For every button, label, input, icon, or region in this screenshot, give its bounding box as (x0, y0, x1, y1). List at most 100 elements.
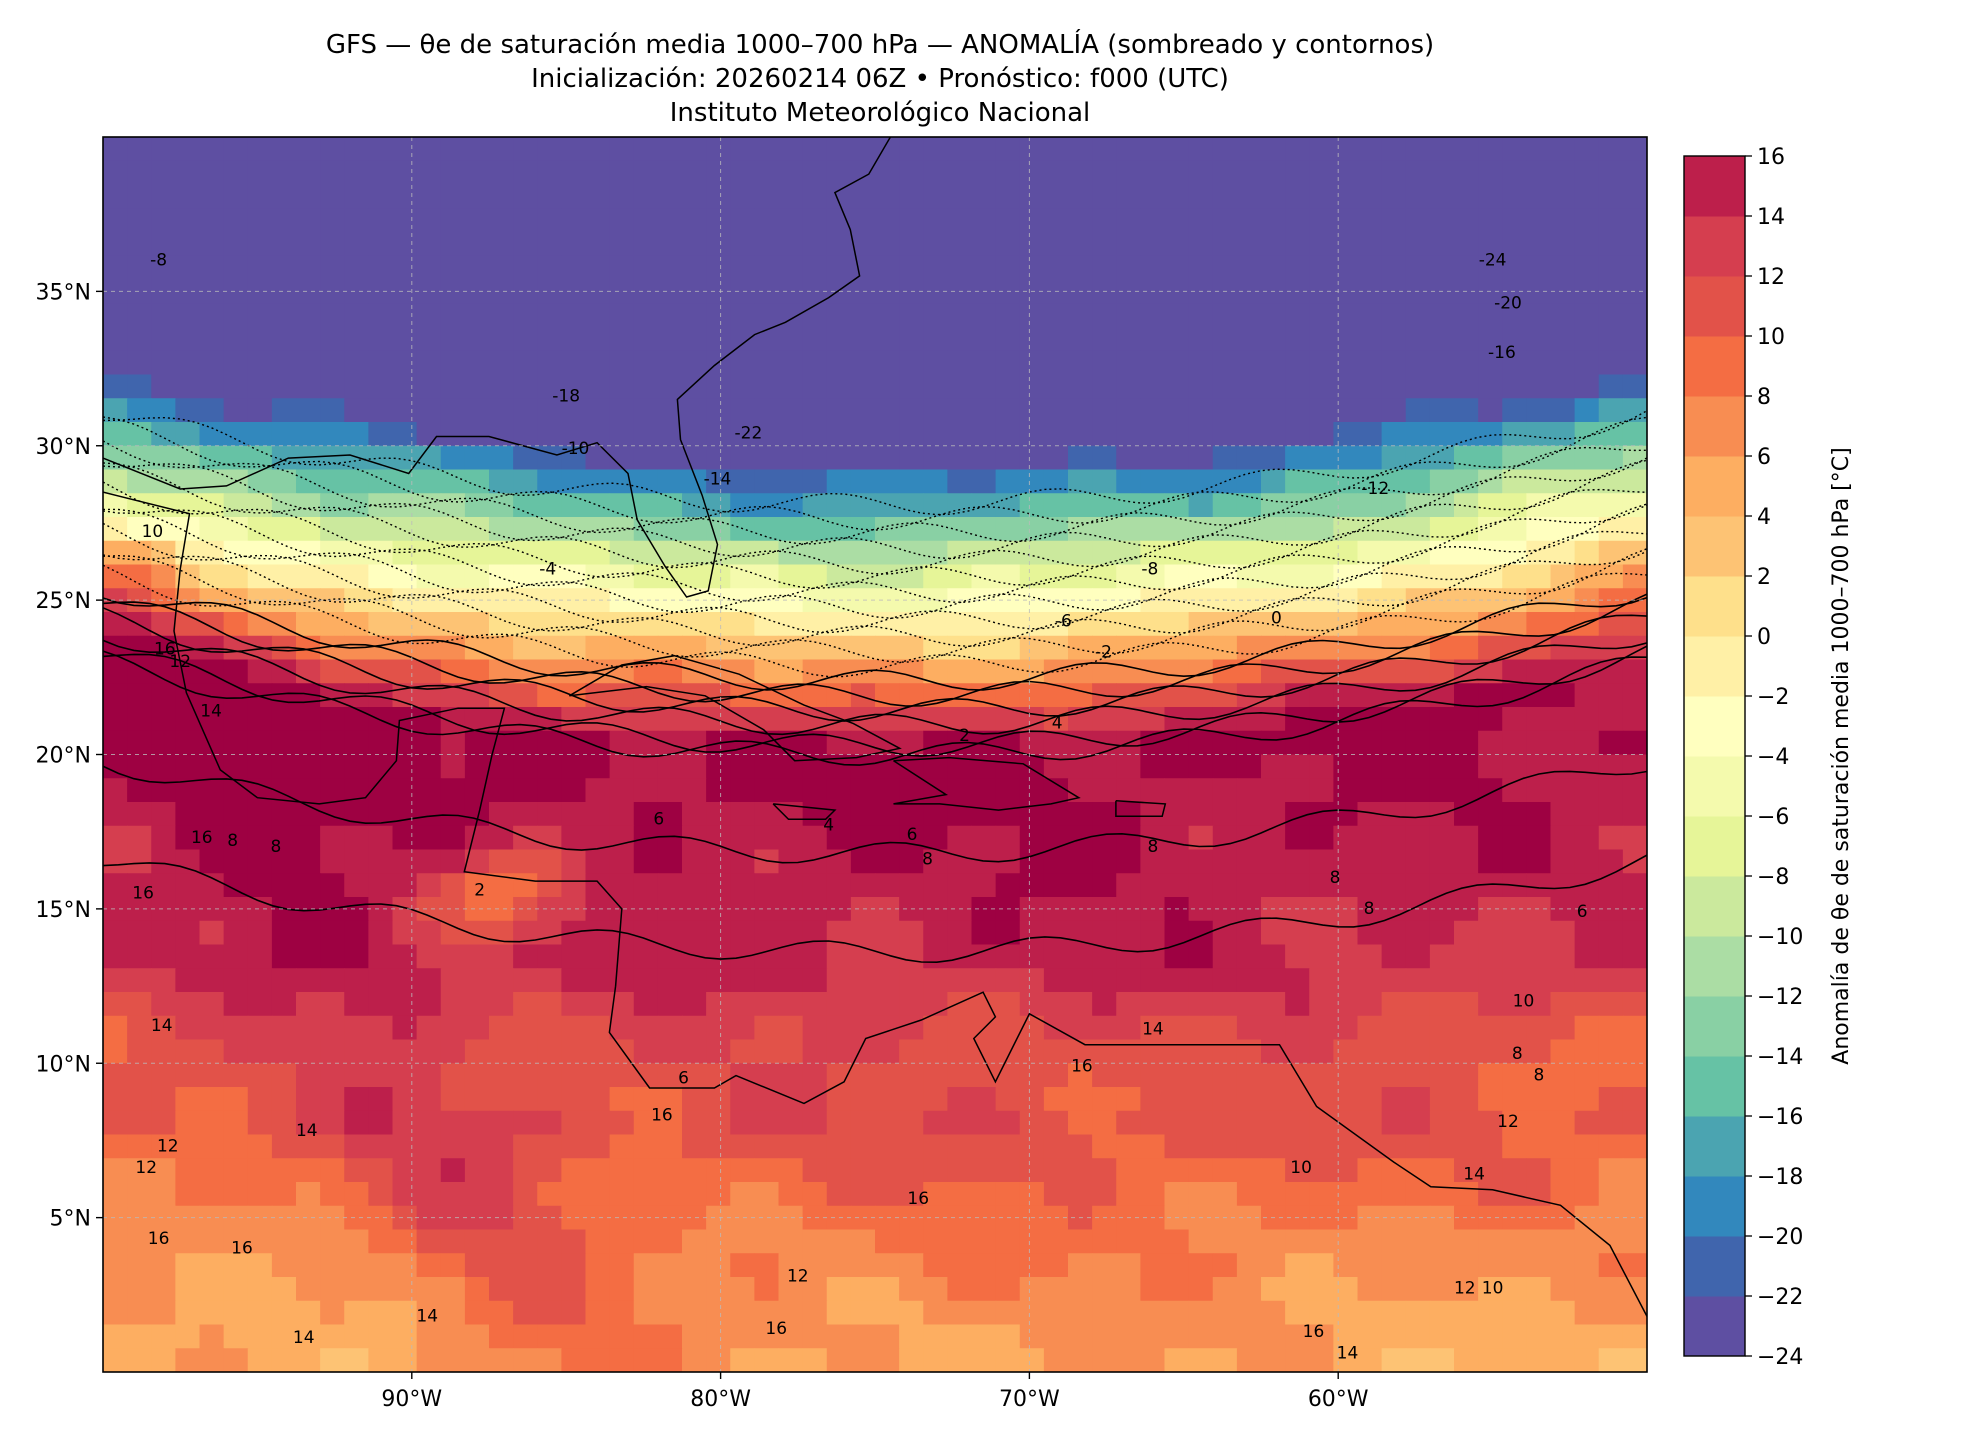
anomaly-cell (1285, 1229, 1310, 1254)
anomaly-cell (416, 1205, 442, 1231)
anomaly-cell (923, 540, 948, 566)
anomaly-cell (127, 1348, 152, 1372)
anomaly-cell (609, 303, 635, 328)
anomaly-cell (1068, 422, 1093, 447)
anomaly-cell (633, 327, 659, 352)
anomaly-cell (513, 137, 538, 162)
anomaly-cell (127, 327, 152, 352)
anomaly-cell (754, 350, 780, 376)
anomaly-cell (175, 825, 201, 851)
anomaly-cell (1212, 944, 1238, 969)
anomaly-cell (1550, 255, 1576, 281)
anomaly-cell (657, 1229, 683, 1254)
anomaly-cell (1550, 327, 1576, 352)
anomaly-cell (1454, 1015, 1479, 1041)
anomaly-cell (875, 374, 900, 399)
anomaly-cell (464, 327, 490, 352)
anomaly-cell (199, 398, 225, 423)
anomaly-cell (1429, 778, 1455, 803)
anomaly-cell (1309, 1087, 1334, 1112)
anomaly-cell (1429, 1229, 1455, 1254)
anomaly-cell (706, 1015, 731, 1041)
anomaly-cell (103, 517, 128, 542)
anomaly-cell (1381, 1182, 1407, 1207)
anomaly-cell (223, 730, 249, 756)
anomaly-cell (1164, 160, 1190, 186)
anomaly-cell (1526, 920, 1552, 946)
anomaly-cell (826, 469, 852, 494)
anomaly-cell (1019, 1087, 1045, 1112)
anomaly-cell (464, 1277, 490, 1302)
anomaly-cell (1140, 944, 1166, 969)
anomaly-cell (778, 208, 804, 233)
anomaly-cell (344, 303, 369, 328)
anomaly-cell (1502, 184, 1527, 209)
axis-ticks: 90°W 80°W 70°W 60°W35°N30°N25°N20°N15°N10°N… (36, 280, 1369, 1412)
anomaly-cell (271, 327, 297, 352)
anomaly-cell (1405, 659, 1431, 684)
anomaly-cell (175, 968, 201, 993)
anomaly-cell (1381, 374, 1407, 399)
anomaly-cell (850, 873, 876, 898)
anomaly-cell (971, 137, 997, 162)
anomaly-cell (1526, 1348, 1552, 1372)
anomaly-cell (440, 754, 466, 779)
anomaly-cell (344, 873, 369, 898)
anomaly-cell (416, 707, 442, 732)
anomaly-cell (609, 398, 635, 423)
anomaly-cell (995, 303, 1021, 328)
anomaly-cell (778, 944, 804, 969)
anomaly-cell (151, 707, 176, 732)
anomaly-cell (923, 635, 948, 661)
anomaly-cell (489, 564, 514, 589)
anomaly-cell (1116, 564, 1141, 589)
anomaly-cell (127, 1229, 152, 1254)
anomaly-cell (778, 517, 804, 542)
anomaly-cell (247, 802, 273, 827)
anomaly-cell (344, 825, 369, 851)
anomaly-cell (971, 778, 997, 803)
anomaly-cell (151, 873, 176, 898)
anomaly-cell (826, 1015, 852, 1041)
anomaly-cell (826, 493, 852, 518)
anomaly-cell (875, 1110, 900, 1136)
colorbar-segment (1684, 576, 1745, 637)
anomaly-cell (199, 1324, 225, 1349)
anomaly-cell (1405, 1182, 1431, 1207)
anomaly-cell (1092, 137, 1117, 162)
anomaly-cell (1068, 1134, 1093, 1159)
anomaly-cell (899, 208, 924, 233)
anomaly-cell (899, 1063, 924, 1088)
anomaly-cell (489, 1348, 514, 1372)
anomaly-cell (1429, 1348, 1455, 1372)
anomaly-cell (1598, 730, 1624, 756)
anomaly-cell (127, 1087, 152, 1112)
anomaly-cell (1574, 208, 1600, 233)
anomaly-cell (1429, 469, 1455, 494)
anomaly-cell (103, 540, 128, 566)
anomaly-cell (1502, 1324, 1527, 1349)
anomaly-cell (730, 1324, 755, 1349)
anomaly-cell (850, 1134, 876, 1159)
anomaly-cell (1188, 493, 1214, 518)
anomaly-cell (899, 968, 924, 993)
anomaly-cell (657, 1087, 683, 1112)
anomaly-cell (1454, 1110, 1479, 1136)
contour-label: -6 (1055, 612, 1072, 632)
contour-line (103, 650, 1647, 766)
anomaly-cell (657, 1277, 683, 1302)
anomaly-cell (1092, 255, 1117, 281)
anomaly-cell (802, 493, 828, 518)
contour-label: -18 (552, 386, 580, 406)
anomaly-cell (1598, 327, 1624, 352)
contour-label: 14 (296, 1121, 318, 1141)
anomaly-cell (223, 327, 249, 352)
anomaly-cell (1140, 1039, 1166, 1064)
anomaly-cell (899, 232, 924, 257)
anomaly-cell (850, 540, 876, 566)
anomaly-cell (1405, 232, 1431, 257)
anomaly-cell (1333, 754, 1359, 779)
anomaly-cell (1043, 303, 1069, 328)
anomaly-cell (1285, 683, 1310, 708)
anomaly-cell (199, 350, 225, 376)
